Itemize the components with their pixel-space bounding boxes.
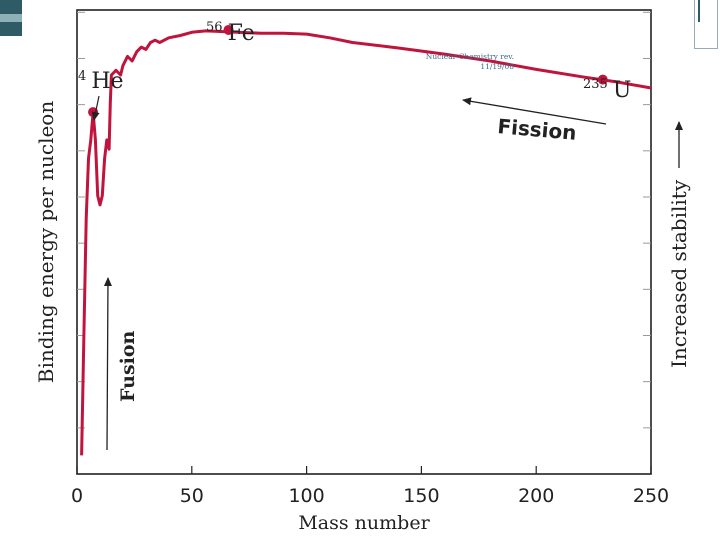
x-tick-label: 50: [180, 485, 204, 507]
x-tick-label: 100: [288, 485, 324, 507]
fe56-symbol: Fe: [228, 21, 255, 46]
binding-energy-curve: [80, 29, 652, 456]
x-tick-label: 0: [71, 485, 83, 507]
he4-pointer-arrow: [91, 95, 100, 121]
he4-label: 4 He: [78, 65, 124, 94]
slide-corner-stripe: [0, 14, 22, 22]
slide-corner-decoration-right: [692, 0, 720, 52]
stability-label: Increased stability: [667, 179, 691, 368]
fusion-label: Fusion: [117, 330, 139, 402]
footer-title: Nuclear Chemistry rev.: [425, 52, 514, 61]
slide-footer: Nuclear Chemistry rev. 11/19/08: [424, 52, 514, 72]
fusion-arrow: [103, 277, 112, 451]
x-tick-label: 150: [403, 485, 439, 507]
x-tick-label: 200: [518, 485, 554, 507]
footer-date: 11/19/08: [480, 62, 514, 71]
fe56-mass-number: 56: [206, 20, 223, 35]
y-axis-label: Binding energy per nucleon: [34, 101, 58, 384]
highlight-point-fe: [223, 24, 234, 35]
he4-mass-number: 4: [78, 69, 86, 84]
plot-area-frame: [76, 9, 652, 475]
x-axis-ticks: [76, 466, 652, 474]
u235-mass-number: 235: [583, 77, 608, 92]
highlight-point-u: [597, 74, 608, 85]
x-axis-tick-labels: 0 50 100 150 200 250: [71, 485, 669, 507]
he4-symbol: He: [91, 69, 123, 94]
u235-symbol: U: [613, 78, 632, 103]
u235-label: 235 U: [583, 73, 631, 103]
x-axis-label: Mass number: [298, 512, 430, 534]
fission-label: Fission: [497, 114, 578, 145]
x-tick-label: 250: [633, 485, 669, 507]
fission-arrow: [462, 97, 607, 125]
fe56-label: 56 Fe: [206, 16, 255, 46]
